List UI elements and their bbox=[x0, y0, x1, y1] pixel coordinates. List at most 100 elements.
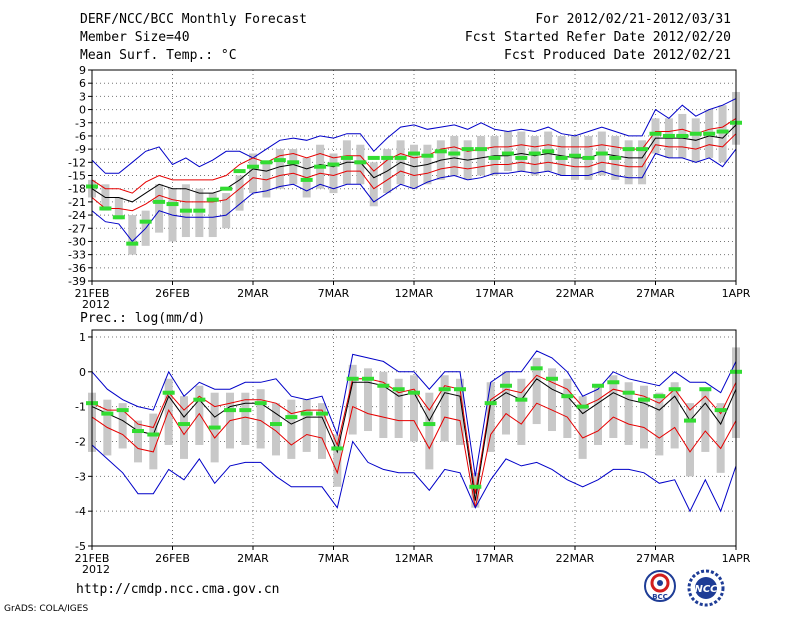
prec-obs-marker bbox=[622, 390, 635, 395]
temp-obs-marker bbox=[153, 199, 166, 204]
temp-year-label: 2012 bbox=[82, 298, 110, 311]
prec-spread-bar bbox=[670, 382, 679, 449]
temp-obs-marker bbox=[555, 155, 568, 160]
prec-obs-marker bbox=[346, 376, 359, 381]
member-size: Member Size=40 bbox=[80, 30, 190, 45]
temp-obs-marker bbox=[193, 208, 206, 213]
temp-xtick-label: 21FEB bbox=[75, 287, 110, 300]
prec-line-ensemble-max bbox=[91, 350, 737, 477]
chart-title: DERF/NCC/BCC Monthly Forecast bbox=[80, 12, 307, 27]
prec-obs-marker bbox=[515, 397, 528, 402]
prec-spread-bar bbox=[364, 368, 372, 432]
temp-obs-marker bbox=[622, 147, 635, 152]
temp-obs-marker bbox=[394, 155, 407, 160]
prec-obs-marker bbox=[638, 397, 650, 402]
temp-ytick-label: -24 bbox=[68, 209, 86, 222]
prec-xtick-label: 2MAR bbox=[237, 552, 269, 565]
prec-line-ensemble-min bbox=[91, 440, 737, 513]
prec-spread-bar bbox=[318, 403, 326, 459]
prec-xtick-label: 1APR bbox=[722, 552, 751, 565]
prec-obs-marker bbox=[469, 484, 482, 489]
footer-url[interactable]: http://cmdp.ncc.cma.gov.cn bbox=[76, 582, 280, 597]
fcst-produced-date: Fcst Produced Date 2012/02/21 bbox=[504, 48, 731, 63]
prec-obs-marker bbox=[668, 387, 681, 392]
prec-ytick-label: -3 bbox=[75, 470, 86, 483]
temp-obs-marker bbox=[206, 197, 219, 202]
prec-spread-bar bbox=[241, 392, 250, 445]
temp-xtick-label: 26FEB bbox=[155, 287, 190, 300]
prec-obs-marker bbox=[530, 366, 543, 371]
prec-spread-bar bbox=[502, 371, 510, 435]
prec-spread-bar bbox=[655, 392, 664, 456]
temp-obs-marker bbox=[461, 147, 474, 152]
prec-ytick-label: -2 bbox=[75, 435, 86, 448]
temp-spread-bar bbox=[329, 153, 338, 194]
temp-obs-marker bbox=[314, 164, 327, 169]
temp-obs-marker bbox=[233, 169, 246, 174]
bcc-logo: BCC bbox=[644, 570, 676, 602]
prec-spread-bar bbox=[287, 399, 296, 459]
temp-ytick-label: -6 bbox=[75, 130, 86, 143]
prec-obs-marker bbox=[224, 408, 236, 413]
temp-spread-bar bbox=[450, 135, 459, 176]
prec-spread-bar bbox=[456, 378, 464, 445]
temp-obs-marker bbox=[649, 131, 662, 136]
prec-xtick-label: 22MAR bbox=[556, 552, 595, 565]
temp-spread-bar bbox=[718, 105, 727, 163]
temp-ytick-label: 9 bbox=[79, 64, 86, 77]
prec-spread-bar bbox=[471, 472, 480, 508]
prec-spread-bar bbox=[379, 371, 388, 438]
temp-obs-marker bbox=[582, 155, 595, 160]
prec-spread-bar bbox=[517, 378, 526, 445]
prec-obs-marker bbox=[454, 387, 466, 392]
prec-spread-bar bbox=[302, 399, 311, 452]
temp-ytick-label: -36 bbox=[68, 262, 86, 275]
prec-obs-marker bbox=[239, 408, 252, 413]
temp-obs-marker bbox=[220, 186, 233, 191]
temp-ytick-label: -3 bbox=[75, 117, 86, 130]
prec-spread-bar bbox=[256, 389, 265, 449]
prec-obs-marker bbox=[408, 390, 420, 395]
prec-obs-marker bbox=[132, 429, 144, 434]
prec-year-label: 2012 bbox=[82, 563, 110, 576]
temp-spread-bar bbox=[517, 131, 526, 172]
prec-spread-bar bbox=[563, 378, 572, 438]
temp-ytick-label: -15 bbox=[68, 170, 86, 183]
prec-spread-bar bbox=[701, 389, 710, 452]
prec-spread-bar bbox=[440, 375, 449, 442]
prec-spread-bar bbox=[609, 375, 618, 438]
temp-obs-marker bbox=[260, 160, 273, 165]
prec-obs-marker bbox=[316, 411, 328, 416]
temp-obs-marker bbox=[448, 151, 461, 156]
prec-obs-marker bbox=[576, 404, 589, 409]
temp-ytick-label: -9 bbox=[75, 143, 86, 156]
temp-ytick-label: -18 bbox=[68, 183, 86, 196]
prec-spread-bar bbox=[195, 385, 204, 445]
prec-xtick-label: 12MAR bbox=[395, 552, 434, 565]
prec-ytick-label: 0 bbox=[79, 366, 86, 379]
temp-obs-marker bbox=[421, 153, 434, 158]
temp-line-ensemble-max bbox=[91, 98, 737, 174]
prec-obs-marker bbox=[392, 387, 405, 392]
temp-spread-bar bbox=[503, 131, 512, 172]
prec-obs-marker bbox=[270, 422, 282, 427]
temp-spread-bar bbox=[638, 140, 647, 185]
temp-spread-bar bbox=[222, 193, 231, 229]
prec-spread-bar bbox=[548, 368, 556, 432]
prec-obs-marker bbox=[285, 415, 298, 420]
prec-spread-bar bbox=[410, 375, 418, 442]
ncc-logo: NCC bbox=[687, 569, 725, 607]
temp-obs-marker bbox=[515, 155, 528, 160]
temp-ytick-label: 6 bbox=[79, 77, 86, 90]
temp-ytick-label: 0 bbox=[79, 104, 86, 117]
forecast-period: For 2012/02/21-2012/03/31 bbox=[535, 12, 731, 27]
temp-obs-marker bbox=[542, 149, 555, 154]
prec-obs-marker bbox=[592, 383, 604, 388]
prec-obs-marker bbox=[178, 422, 190, 427]
temp-ytick-label: -39 bbox=[68, 275, 86, 288]
prec-obs-marker bbox=[423, 422, 436, 427]
temp-obs-marker bbox=[247, 164, 259, 169]
temp-xtick-label: 2MAR bbox=[237, 287, 269, 300]
temp-spread-bar bbox=[624, 140, 633, 185]
temp-obs-marker bbox=[287, 160, 300, 165]
